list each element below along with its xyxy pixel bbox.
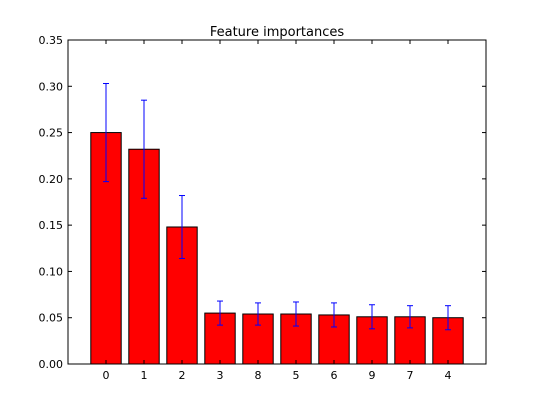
x-tick-label-8: 8 (255, 369, 262, 382)
y-tick-label-0.20: 0.20 (39, 173, 64, 186)
x-tick-label-4: 4 (445, 369, 452, 382)
x-tick-label-6: 6 (331, 369, 338, 382)
bar-3 (204, 312, 236, 365)
y-tick-label-0.10: 0.10 (39, 265, 64, 278)
plot-frame (67, 39, 487, 365)
y-tick-label-0.05: 0.05 (39, 312, 64, 325)
x-tick-label-0: 0 (103, 369, 110, 382)
y-tick-label-0.15: 0.15 (39, 219, 64, 232)
error-bars-layer (103, 83, 451, 331)
x-tick-label-9: 9 (369, 369, 376, 382)
y-tick-label-0.30: 0.30 (39, 80, 64, 93)
bars-layer (90, 132, 464, 365)
x-tick-label-2: 2 (179, 369, 186, 382)
y-tick-label-0.25: 0.25 (39, 127, 64, 140)
y-tick-label-0.35: 0.35 (39, 34, 64, 47)
x-tick-label-5: 5 (293, 369, 300, 382)
chart-title: Feature importances (210, 25, 345, 40)
x-tick-label-3: 3 (217, 369, 224, 382)
x-tick-label-7: 7 (407, 369, 414, 382)
y-tick-label-0.00: 0.00 (39, 358, 64, 371)
x-tick-label-1: 1 (141, 369, 148, 382)
